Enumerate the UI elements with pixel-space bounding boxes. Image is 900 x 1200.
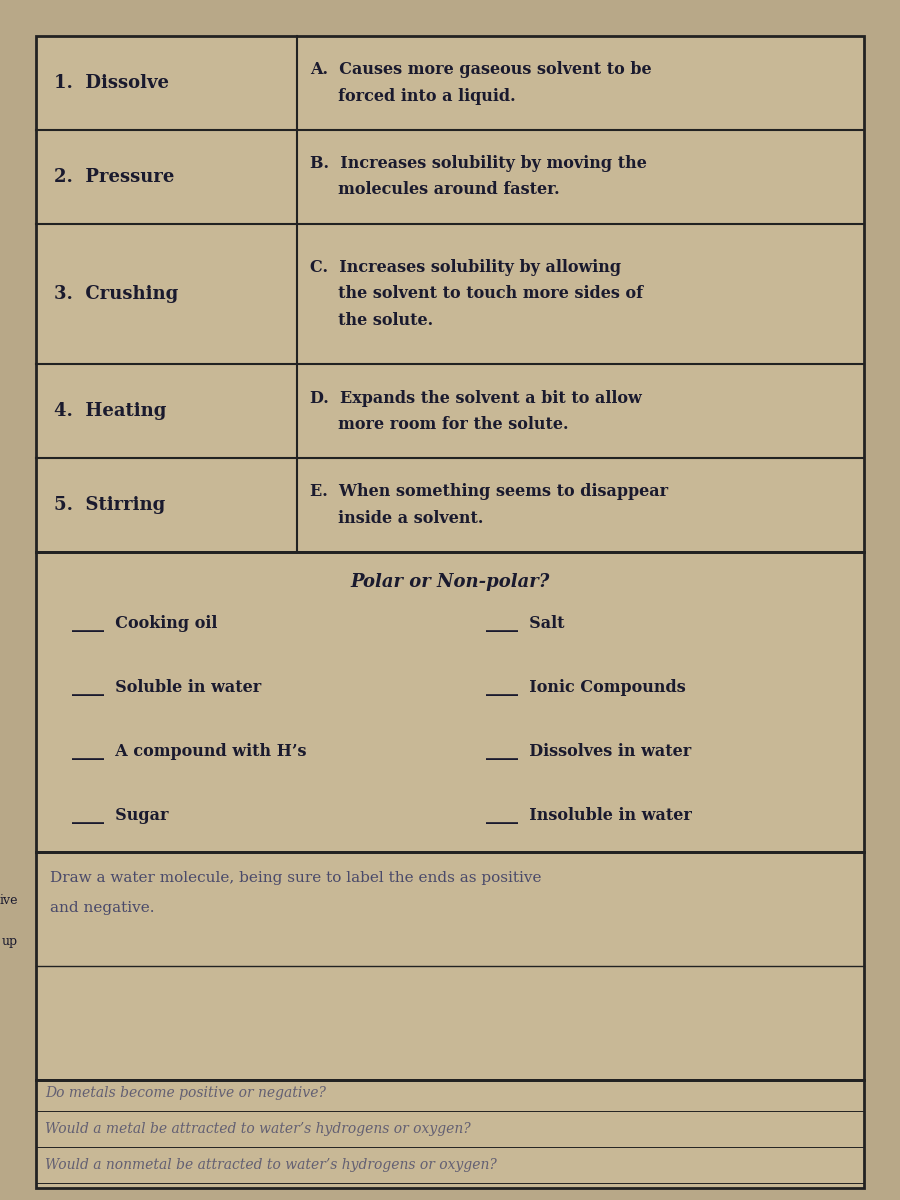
Bar: [36, 36, 864, 552]
Text: Polar or Non-polar?: Polar or Non-polar?: [350, 572, 550, 590]
Text: ____  Soluble in water: ____ Soluble in water: [72, 679, 261, 696]
Bar: [36, 552, 864, 852]
Text: molecules around faster.: molecules around faster.: [310, 181, 560, 198]
Text: ____  Insoluble in water: ____ Insoluble in water: [486, 808, 692, 824]
Text: ____  Salt: ____ Salt: [486, 616, 564, 632]
Text: ____  Dissolves in water: ____ Dissolves in water: [486, 744, 691, 761]
Text: B.  Increases solubility by moving the: B. Increases solubility by moving the: [310, 155, 647, 172]
Text: inside a solvent.: inside a solvent.: [310, 510, 484, 527]
Bar: [36, 852, 864, 1080]
Text: D.  Expands the solvent a bit to allow: D. Expands the solvent a bit to allow: [310, 390, 643, 407]
Text: ____  Sugar: ____ Sugar: [72, 808, 168, 824]
Text: forced into a liquid.: forced into a liquid.: [310, 88, 516, 104]
Text: 5.  Stirring: 5. Stirring: [54, 496, 166, 514]
Text: C.  Increases solubility by allowing: C. Increases solubility by allowing: [310, 259, 622, 276]
Text: A.  Causes more gaseous solvent to be: A. Causes more gaseous solvent to be: [310, 61, 652, 78]
Bar: [36, 1080, 864, 1188]
Text: 3.  Crushing: 3. Crushing: [54, 284, 178, 302]
Text: the solvent to touch more sides of: the solvent to touch more sides of: [310, 286, 644, 302]
Text: 4.  Heating: 4. Heating: [54, 402, 166, 420]
Text: E.  When something seems to disappear: E. When something seems to disappear: [310, 484, 669, 500]
Text: the solute.: the solute.: [310, 312, 434, 329]
Text: 1.  Dissolve: 1. Dissolve: [54, 74, 169, 92]
Text: ____  Cooking oil: ____ Cooking oil: [72, 616, 218, 632]
Text: up: up: [2, 936, 18, 948]
Text: ____  Ionic Compounds: ____ Ionic Compounds: [486, 679, 686, 696]
Text: Would a metal be attracted to water’s hydrogens or oxygen?: Would a metal be attracted to water’s hy…: [45, 1122, 471, 1135]
Text: Do metals become positive or negative?: Do metals become positive or negative?: [45, 1086, 326, 1099]
Text: ive: ive: [0, 894, 18, 906]
Text: ____  A compound with H’s: ____ A compound with H’s: [72, 744, 307, 761]
Text: Draw a water molecule, being sure to label the ends as positive: Draw a water molecule, being sure to lab…: [50, 871, 541, 886]
Text: and negative.: and negative.: [50, 901, 154, 916]
Text: 2.  Pressure: 2. Pressure: [54, 168, 175, 186]
Text: more room for the solute.: more room for the solute.: [310, 416, 569, 433]
Text: Would a nonmetal be attracted to water’s hydrogens or oxygen?: Would a nonmetal be attracted to water’s…: [45, 1158, 497, 1171]
